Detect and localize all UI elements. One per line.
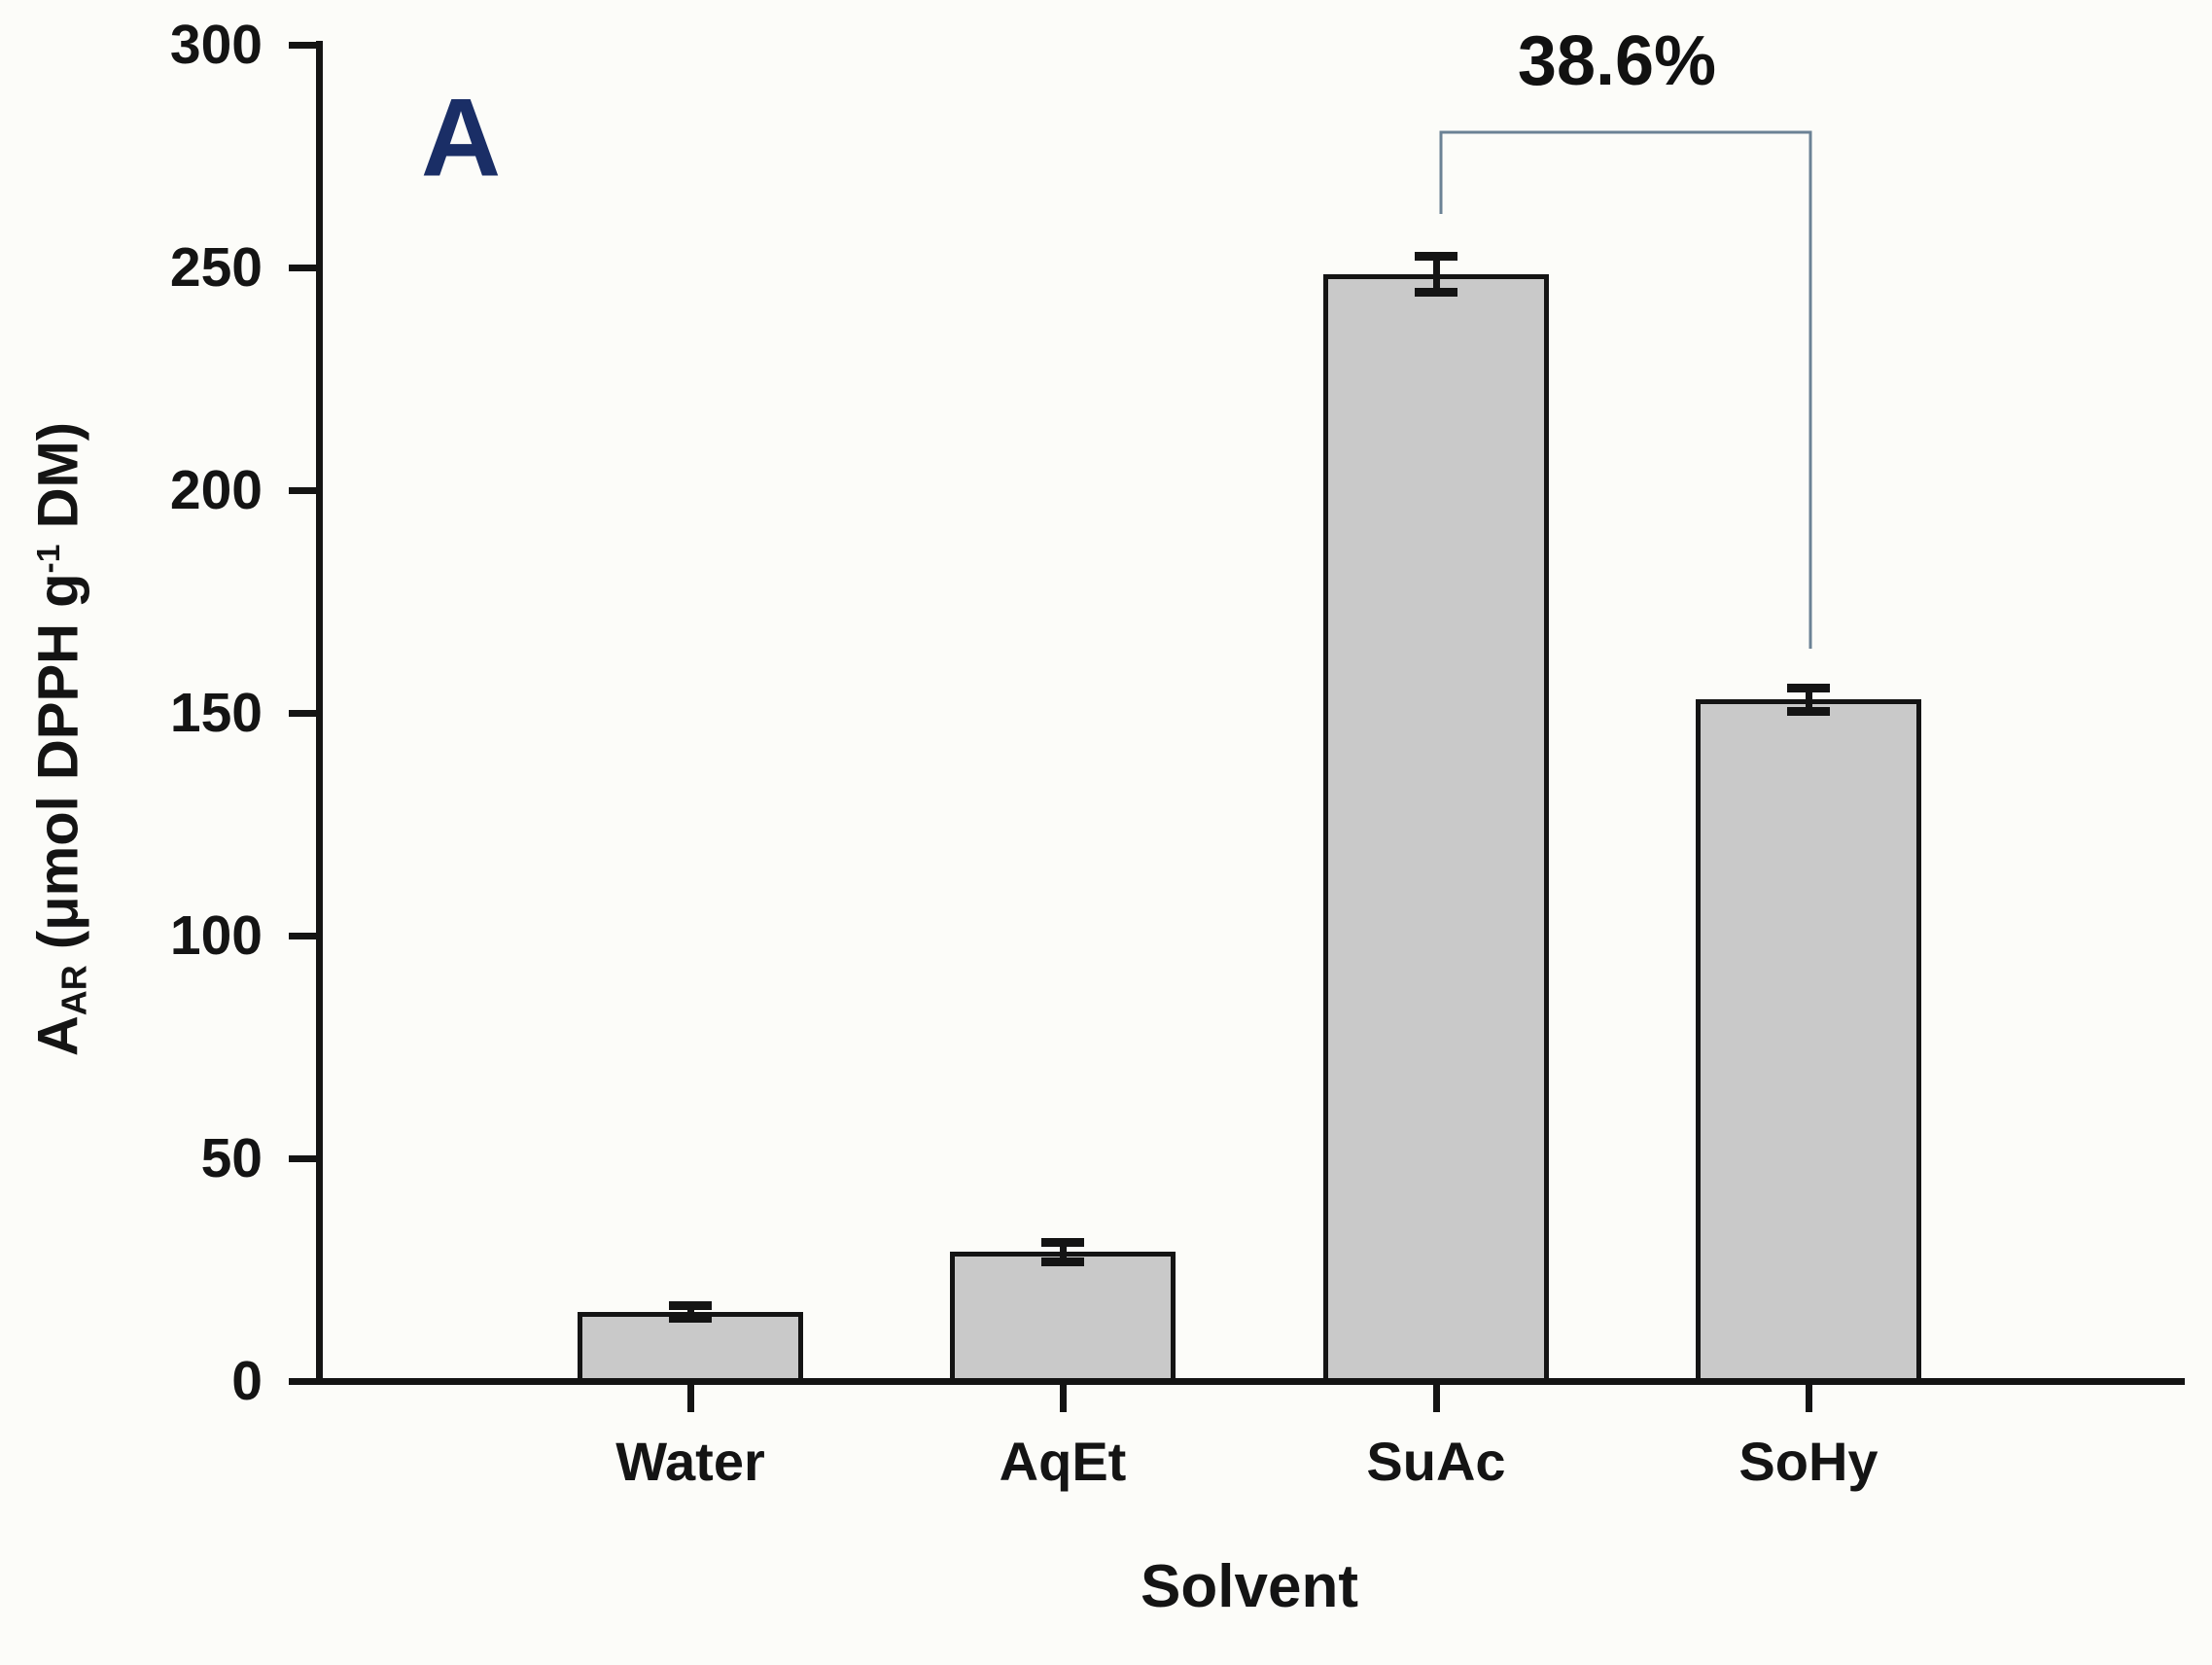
y-axis-title-unit-post: DM) (26, 421, 90, 545)
x-axis-tick (686, 1385, 694, 1412)
y-tick-label: 150 (169, 682, 263, 744)
error-bar-line (1059, 1242, 1067, 1262)
error-bar-line (1805, 688, 1812, 712)
x-axis-tick (1805, 1385, 1812, 1412)
x-tick-label: SuAc (1366, 1431, 1506, 1492)
x-tick-label: SoHy (1738, 1431, 1878, 1492)
y-tick-label: 300 (169, 14, 263, 76)
error-bar-cap-top (1415, 252, 1457, 262)
y-axis-tick (289, 264, 316, 271)
y-axis-title-unit-pre: (μmol DPPH g (26, 573, 90, 966)
error-bar-cap-bottom (1041, 1257, 1084, 1266)
error-bar-cap-top (1041, 1237, 1084, 1247)
y-axis-tick (289, 709, 316, 717)
error-bar-cap-top (1787, 683, 1830, 692)
x-axis-line (292, 1378, 2185, 1385)
y-axis-tick (289, 41, 316, 49)
y-axis-title: AAR (μmol DPPH g-1 DM) (26, 422, 95, 1056)
y-axis-title-superscript: -1 (31, 544, 68, 574)
y-axis-tick (289, 486, 316, 494)
y-axis-tick (289, 932, 316, 939)
x-axis-title: Solvent (1141, 1553, 1358, 1620)
error-bar-cap-bottom (1787, 706, 1830, 716)
y-tick-label: 100 (169, 904, 263, 967)
error-bar-cap-bottom (669, 1314, 712, 1324)
x-tick-label: AqEt (999, 1431, 1127, 1492)
y-tick-label: 0 (231, 1350, 263, 1412)
y-axis-title-subscript: AR (53, 965, 94, 1016)
error-bar-line (686, 1305, 694, 1319)
panel-label: A (420, 76, 502, 200)
difference-annotation: 38.6% (1517, 22, 1717, 100)
x-axis-tick (1432, 1385, 1440, 1412)
bar (1323, 273, 1549, 1381)
y-axis-title-main: A (26, 1015, 90, 1057)
bar (1696, 699, 1921, 1381)
error-bar-cap-bottom (1415, 287, 1457, 297)
y-tick-label: 200 (169, 459, 263, 521)
y-tick-label: 50 (200, 1127, 263, 1189)
x-axis-tick (1059, 1385, 1067, 1412)
y-tick-label: 250 (169, 236, 263, 299)
y-axis-tick (289, 1154, 316, 1162)
x-tick-label: Water (615, 1431, 765, 1492)
error-bar-cap-top (669, 1300, 712, 1310)
bracket-line (1439, 130, 1812, 649)
error-bar-line (1432, 256, 1440, 293)
y-axis-line (316, 41, 323, 1385)
